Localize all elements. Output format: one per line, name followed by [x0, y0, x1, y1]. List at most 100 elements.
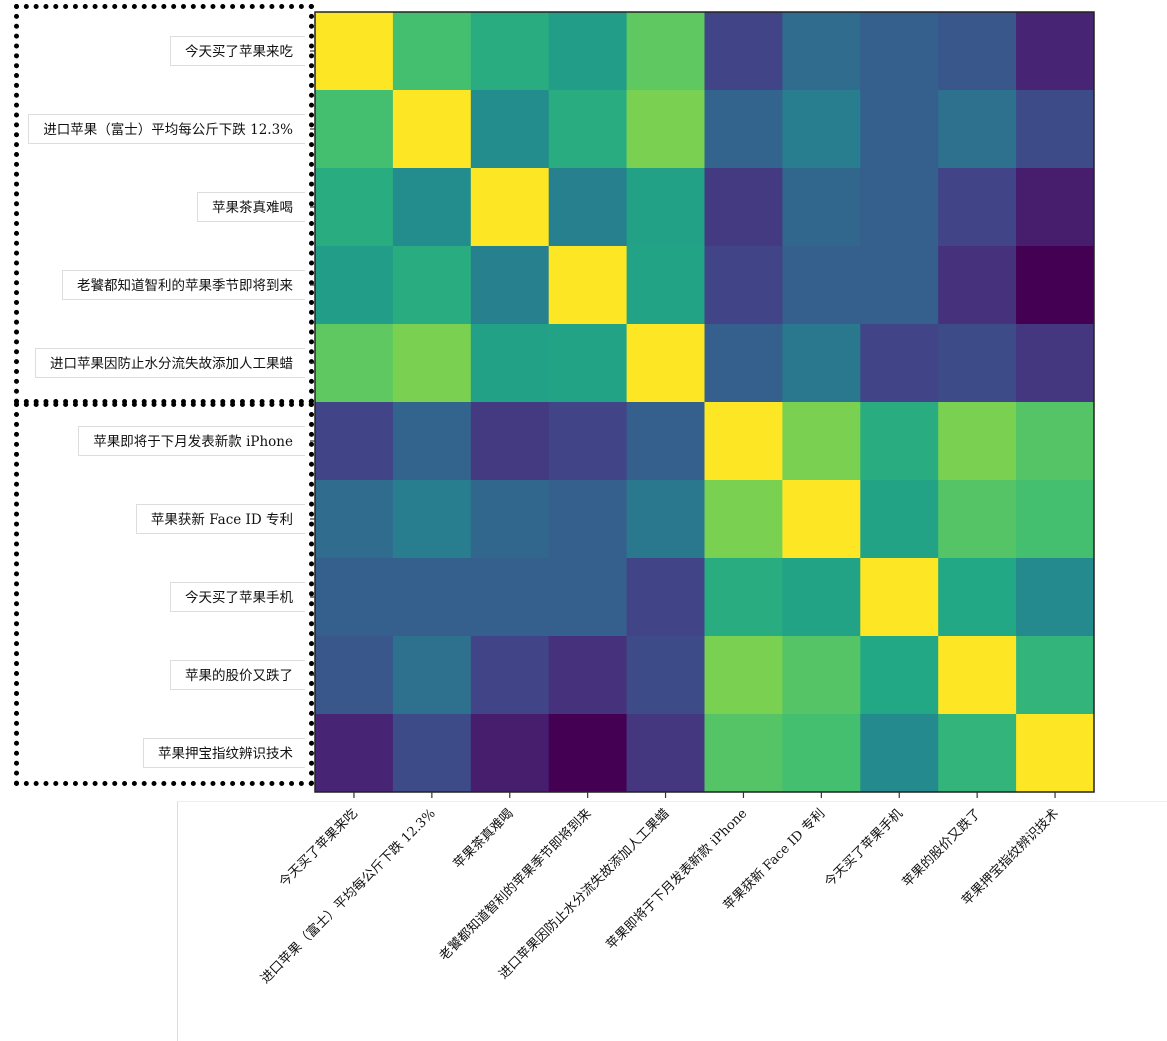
heatmap-cell: [1016, 636, 1095, 715]
heatmap-cell: [1016, 402, 1095, 481]
heatmap-cell: [860, 168, 939, 247]
heatmap-cell: [782, 714, 861, 793]
heatmap-cell: [392, 558, 472, 637]
heatmap-cell: [782, 636, 861, 715]
heatmap-cell: [1016, 480, 1095, 559]
heatmap-cell: [315, 636, 394, 715]
heatmap-cell: [315, 324, 394, 403]
x-tick-label: 进口苹果因防止水分流失故添加人工果蜡: [496, 806, 673, 983]
heatmap-cell: [315, 402, 394, 481]
heatmap-cell: [860, 402, 939, 481]
heatmap-cell: [626, 12, 705, 91]
x-tick-label: 苹果的股价又跌了: [899, 806, 984, 891]
heatmap-cell: [1016, 714, 1095, 793]
heatmap-cell: [860, 12, 939, 91]
heatmap-cell: [470, 636, 550, 715]
heatmap-cell: [626, 246, 705, 325]
heatmap-cell: [626, 480, 705, 559]
heatmap-cell: [860, 714, 939, 793]
heatmap-cell: [704, 90, 783, 169]
heatmap-cell: [626, 168, 705, 247]
heatmap-cell: [704, 246, 783, 325]
heatmap-cell: [782, 90, 861, 169]
x-tick-label: 老饕都知道智利的苹果季节即将到来: [436, 806, 594, 964]
heatmap-cell: [704, 12, 783, 91]
heatmap-cell: [392, 90, 472, 169]
heatmap-cell: [704, 636, 783, 715]
heatmap-cell: [1016, 90, 1095, 169]
y-tick-label: 苹果的股价又跌了: [170, 660, 305, 690]
heatmap-cell: [548, 12, 628, 91]
heatmap-cell: [626, 636, 705, 715]
heatmap-cell: [470, 714, 550, 793]
heatmap-cell: [782, 402, 861, 481]
heatmap-cell: [860, 90, 939, 169]
heatmap-cell: [392, 168, 472, 247]
y-label-group-company: [14, 402, 314, 786]
heatmap-cell: [860, 246, 939, 325]
y-axis-labels: 今天买了苹果来吃 进口苹果（富士）平均每公斤下跌 12.3% 苹果茶真难喝 老饕都知道…: [0, 0, 305, 800]
heatmap-cell: [548, 636, 628, 715]
heatmap-cell: [548, 324, 628, 403]
heatmap-cell: [860, 324, 939, 403]
y-tick-label: 进口苹果因防止水分流失故添加人工果蜡: [35, 348, 305, 378]
heatmap-cell: [315, 90, 394, 169]
heatmap-cell: [470, 324, 550, 403]
heatmap-cell: [626, 402, 705, 481]
heatmap-cell: [392, 480, 472, 559]
heatmap-cell: [860, 636, 939, 715]
heatmap-cell: [626, 90, 705, 169]
heatmap-cell: [938, 714, 1017, 793]
y-tick-label: 今天买了苹果手机: [170, 582, 305, 612]
heatmap-cell: [392, 636, 472, 715]
heatmap-cell: [315, 12, 394, 91]
heatmap-cell: [704, 558, 783, 637]
heatmap-cell: [1016, 558, 1095, 637]
heatmap-cell: [938, 324, 1017, 403]
heatmap-cell: [392, 12, 472, 91]
heatmap-cell: [548, 558, 628, 637]
heatmap-cell: [470, 168, 550, 247]
heatmap-cell: [782, 246, 861, 325]
x-tick-label: 进口苹果（富士）平均每公斤下跌 12.3%: [257, 806, 438, 987]
heatmap-cell: [548, 246, 628, 325]
x-tick-label: 今天买了苹果手机: [821, 806, 906, 891]
heatmap-cell: [626, 558, 705, 637]
heatmap-cell: [470, 558, 550, 637]
y-tick-label: 苹果即将于下月发表新款 iPhone: [78, 426, 305, 456]
heatmap-cell: [938, 168, 1017, 247]
y-tick-label: 老饕都知道智利的苹果季节即将到来: [62, 270, 305, 300]
x-tick-label: 苹果茶真难喝: [450, 806, 516, 872]
y-tick-label: 今天买了苹果来吃: [170, 36, 305, 66]
heatmap-cell: [315, 168, 394, 247]
heatmap-cell: [704, 480, 783, 559]
heatmap-cell: [470, 480, 550, 559]
heatmap-cell: [392, 324, 472, 403]
heatmap-cell: [782, 324, 861, 403]
heatmap-cell: [315, 246, 394, 325]
x-axis-label-area: [177, 801, 1167, 1041]
heatmap-cell: [938, 246, 1017, 325]
heatmap-cell: [1016, 246, 1095, 325]
heatmap-cell: [704, 168, 783, 247]
heatmap-cell: [704, 324, 783, 403]
heatmap-cell: [1016, 324, 1095, 403]
heatmap-cell: [315, 558, 394, 637]
heatmap-cell: [470, 246, 550, 325]
heatmap-cell: [626, 714, 705, 793]
heatmap-cell: [470, 402, 550, 481]
heatmap-cell: [938, 636, 1017, 715]
y-tick-label: 苹果获新 Face ID 专利: [135, 504, 305, 534]
y-label-group-fruit: [14, 4, 314, 404]
y-tick-label: 苹果茶真难喝: [197, 192, 305, 222]
heatmap-cell: [782, 480, 861, 559]
heatmap-cell: [626, 324, 705, 403]
x-tick-label: 苹果即将于下月发表新款 iPhone: [603, 805, 751, 953]
heatmap-cell: [392, 246, 472, 325]
heatmap-cell: [938, 90, 1017, 169]
x-tick-label: 今天买了苹果来吃: [276, 806, 361, 891]
heatmap-cell: [782, 12, 861, 91]
heatmap-cell: [315, 480, 394, 559]
heatmap-cell: [860, 480, 939, 559]
